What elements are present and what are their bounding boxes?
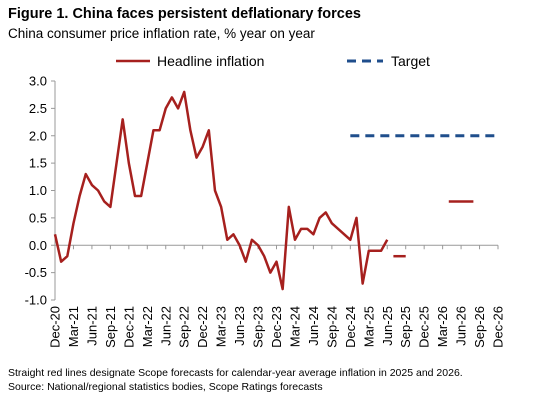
x-tick-label: Mar-22 xyxy=(140,306,155,347)
chart-title: Figure 1. China faces persistent deflati… xyxy=(8,6,361,22)
x-tick-label: Sep-25 xyxy=(398,306,413,348)
headline-inflation-line xyxy=(53,90,389,291)
x-tick-label: Jun-22 xyxy=(158,306,173,346)
y-tick-label: 0.0 xyxy=(29,238,47,253)
x-tick-label: Sep-26 xyxy=(472,306,487,348)
chart-note: Straight red lines designate Scope forec… xyxy=(8,367,463,379)
y-tick-label: -0.5 xyxy=(25,265,47,280)
x-tick-label: Mar-21 xyxy=(66,306,81,347)
x-tick-label: Sep-22 xyxy=(177,306,192,348)
x-tick-label: Dec-21 xyxy=(121,306,136,348)
x-tick-label: Dec-25 xyxy=(417,306,432,348)
x-tick-label: Mar-24 xyxy=(287,306,302,347)
y-tick-label: 2.5 xyxy=(29,101,47,116)
x-tick-label: Dec-26 xyxy=(491,306,506,348)
x-tick-label: Mar-25 xyxy=(361,306,376,347)
x-tick-label: Sep-21 xyxy=(103,306,118,348)
y-tick-label: 0.5 xyxy=(29,210,47,225)
y-tick-label: 1.5 xyxy=(29,156,47,171)
x-tick-label: Jun-25 xyxy=(380,306,395,346)
x-tick-label: Jun-24 xyxy=(306,306,321,346)
x-tick-label: Jun-21 xyxy=(84,306,99,346)
y-tick-label: 2.0 xyxy=(29,128,47,143)
x-tick-label: Dec-20 xyxy=(48,306,63,348)
x-tick-label: Sep-24 xyxy=(324,306,339,348)
y-tick-label: 3.0 xyxy=(29,74,47,89)
chart-source: Source: National/regional statistics bod… xyxy=(8,381,323,393)
legend-headline-label: Headline inflation xyxy=(157,53,264,69)
x-tick-label: Dec-24 xyxy=(343,306,358,348)
x-tick-label: Dec-22 xyxy=(195,306,210,348)
x-tick-label: Dec-23 xyxy=(269,306,284,348)
x-tick-label: Sep-23 xyxy=(251,306,266,348)
chart-subtitle: China consumer price inflation rate, % y… xyxy=(8,26,315,41)
y-tick-label: 1.0 xyxy=(29,183,47,198)
y-tick-label: -1.0 xyxy=(25,293,47,308)
x-tick-label: Jun-26 xyxy=(454,306,469,346)
x-tick-label: Mar-23 xyxy=(214,306,229,347)
legend-target-label: Target xyxy=(391,53,430,69)
x-tick-label: Jun-23 xyxy=(232,306,247,346)
x-tick-label: Mar-26 xyxy=(435,306,450,347)
